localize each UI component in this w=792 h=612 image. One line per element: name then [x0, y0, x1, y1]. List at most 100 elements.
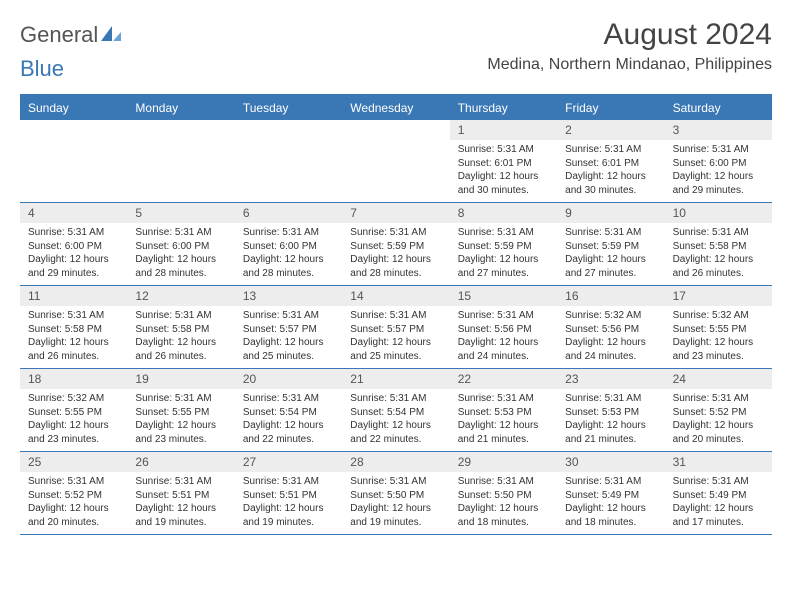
day-number: 18 [20, 369, 127, 389]
daylight-text: Daylight: 12 hours and 24 minutes. [458, 336, 551, 363]
sunset-text: Sunset: 5:58 PM [673, 240, 766, 254]
sunset-text: Sunset: 5:56 PM [458, 323, 551, 337]
sunrise-text: Sunrise: 5:31 AM [458, 392, 551, 406]
day-number: 3 [665, 120, 772, 140]
calendar-cell: 3Sunrise: 5:31 AMSunset: 6:00 PMDaylight… [665, 120, 772, 202]
day-info: Sunrise: 5:31 AMSunset: 5:50 PMDaylight:… [342, 472, 449, 533]
sunset-text: Sunset: 5:59 PM [565, 240, 658, 254]
day-number: 9 [557, 203, 664, 223]
daylight-text: Daylight: 12 hours and 18 minutes. [565, 502, 658, 529]
sunrise-text: Sunrise: 5:31 AM [673, 143, 766, 157]
sunset-text: Sunset: 5:50 PM [350, 489, 443, 503]
calendar-cell: 28Sunrise: 5:31 AMSunset: 5:50 PMDayligh… [342, 452, 449, 534]
calendar-cell: 26Sunrise: 5:31 AMSunset: 5:51 PMDayligh… [127, 452, 234, 534]
day-number: 8 [450, 203, 557, 223]
calendar-cell: 20Sunrise: 5:31 AMSunset: 5:54 PMDayligh… [235, 369, 342, 451]
calendar-cell: 22Sunrise: 5:31 AMSunset: 5:53 PMDayligh… [450, 369, 557, 451]
logo: General [20, 22, 124, 48]
day-info: Sunrise: 5:31 AMSunset: 5:55 PMDaylight:… [127, 389, 234, 450]
calendar-cell: 1Sunrise: 5:31 AMSunset: 6:01 PMDaylight… [450, 120, 557, 202]
month-title: August 2024 [487, 18, 772, 52]
sunset-text: Sunset: 6:00 PM [28, 240, 121, 254]
sunset-text: Sunset: 5:59 PM [458, 240, 551, 254]
day-info: Sunrise: 5:31 AMSunset: 6:01 PMDaylight:… [557, 140, 664, 201]
day-header-sat: Saturday [665, 96, 772, 120]
calendar-cell: 12Sunrise: 5:31 AMSunset: 5:58 PMDayligh… [127, 286, 234, 368]
day-number: 20 [235, 369, 342, 389]
day-number: 21 [342, 369, 449, 389]
week-row: 11Sunrise: 5:31 AMSunset: 5:58 PMDayligh… [20, 286, 772, 369]
calendar-cell: 15 Sunrise: 5:31 AMSunset: 5:56 PMDayligh… [450, 286, 557, 368]
day-info: Sunrise: 5:31 AMSunset: 5:59 PMDaylight:… [450, 223, 557, 284]
sunrise-text: Sunrise: 5:31 AM [28, 226, 121, 240]
day-info: Sunrise: 5:31 AMSunset: 5:52 PMDaylight:… [20, 472, 127, 533]
day-header-row: Sunday Monday Tuesday Wednesday Thursday… [20, 96, 772, 120]
sunrise-text: Sunrise: 5:32 AM [28, 392, 121, 406]
location-subtitle: Medina, Northern Mindanao, Philippines [487, 56, 772, 74]
calendar-cell: 29Sunrise: 5:31 AMSunset: 5:50 PMDayligh… [450, 452, 557, 534]
day-info: Sunrise: 5:31 AMSunset: 5:58 PMDaylight:… [127, 306, 234, 367]
daylight-text: Daylight: 12 hours and 24 minutes. [565, 336, 658, 363]
calendar-cell: 16Sunrise: 5:32 AMSunset: 5:56 PMDayligh… [557, 286, 664, 368]
sunrise-text: Sunrise: 5:31 AM [243, 226, 336, 240]
day-header-sun: Sunday [20, 96, 127, 120]
daylight-text: Daylight: 12 hours and 22 minutes. [350, 419, 443, 446]
sunrise-text: Sunrise: 5:31 AM [135, 226, 228, 240]
calendar-cell: 14Sunrise: 5:31 AMSunset: 5:57 PMDayligh… [342, 286, 449, 368]
daylight-text: Daylight: 12 hours and 26 minutes. [28, 336, 121, 363]
calendar-cell: 9 Sunrise: 5:31 AMSunset: 5:59 PMDaylight… [557, 203, 664, 285]
daylight-text: Daylight: 12 hours and 23 minutes. [135, 419, 228, 446]
day-number: 27 [235, 452, 342, 472]
calendar-cell: 19Sunrise: 5:31 AMSunset: 5:55 PMDayligh… [127, 369, 234, 451]
calendar-cell [20, 120, 127, 202]
logo-word2: Blue [20, 56, 64, 81]
calendar-cell: 23Sunrise: 5:31 AMSunset: 5:53 PMDayligh… [557, 369, 664, 451]
sunset-text: Sunset: 5:50 PM [458, 489, 551, 503]
day-number: 30 [557, 452, 664, 472]
day-number: 7 [342, 203, 449, 223]
day-number: 26 [127, 452, 234, 472]
day-number: 29 [450, 452, 557, 472]
sunrise-text: Sunrise: 5:31 AM [28, 309, 121, 323]
calendar-cell: 17Sunrise: 5:32 AMSunset: 5:55 PMDayligh… [665, 286, 772, 368]
day-number: 19 [127, 369, 234, 389]
sunrise-text: Sunrise: 5:31 AM [243, 309, 336, 323]
day-header-thu: Thursday [450, 96, 557, 120]
day-number: 11 [20, 286, 127, 306]
sunrise-text: Sunrise: 5:31 AM [565, 143, 658, 157]
calendar-cell: 2Sunrise: 5:31 AMSunset: 6:01 PMDaylight… [557, 120, 664, 202]
calendar: Sunday Monday Tuesday Wednesday Thursday… [20, 94, 772, 535]
day-info: Sunrise: 5:31 AMSunset: 5:57 PMDaylight:… [235, 306, 342, 367]
daylight-text: Daylight: 12 hours and 27 minutes. [565, 253, 658, 280]
day-number: 31 [665, 452, 772, 472]
calendar-cell: 6Sunrise: 5:31 AMSunset: 6:00 PMDaylight… [235, 203, 342, 285]
sunrise-text: Sunrise: 5:31 AM [350, 392, 443, 406]
daylight-text: Daylight: 12 hours and 19 minutes. [350, 502, 443, 529]
day-info: Sunrise: 5:32 AMSunset: 5:55 PMDaylight:… [20, 389, 127, 450]
day-number: 15 [450, 286, 557, 306]
day-number: 1 [450, 120, 557, 140]
logo-word1: General [20, 22, 98, 48]
sunset-text: Sunset: 5:57 PM [350, 323, 443, 337]
sunrise-text: Sunrise: 5:31 AM [458, 309, 551, 323]
sunrise-text: Sunrise: 5:31 AM [673, 475, 766, 489]
daylight-text: Daylight: 12 hours and 29 minutes. [673, 170, 766, 197]
day-number [127, 120, 234, 140]
day-info: Sunrise: 5:31 AMSunset: 5:58 PMDaylight:… [665, 223, 772, 284]
sunset-text: Sunset: 5:59 PM [350, 240, 443, 254]
sunrise-text: Sunrise: 5:31 AM [243, 392, 336, 406]
day-number: 4 [20, 203, 127, 223]
sunset-text: Sunset: 6:01 PM [565, 157, 658, 171]
daylight-text: Daylight: 12 hours and 18 minutes. [458, 502, 551, 529]
day-number: 13 [235, 286, 342, 306]
sunrise-text: Sunrise: 5:32 AM [565, 309, 658, 323]
day-number: 12 [127, 286, 234, 306]
sunrise-text: Sunrise: 5:31 AM [135, 475, 228, 489]
sunset-text: Sunset: 6:00 PM [243, 240, 336, 254]
week-row: 4Sunrise: 5:31 AMSunset: 6:00 PMDaylight… [20, 203, 772, 286]
calendar-cell: 8Sunrise: 5:31 AMSunset: 5:59 PMDaylight… [450, 203, 557, 285]
sunset-text: Sunset: 5:52 PM [28, 489, 121, 503]
sunrise-text: Sunrise: 5:31 AM [565, 226, 658, 240]
sunrise-text: Sunrise: 5:31 AM [350, 226, 443, 240]
sunrise-text: Sunrise: 5:31 AM [673, 392, 766, 406]
